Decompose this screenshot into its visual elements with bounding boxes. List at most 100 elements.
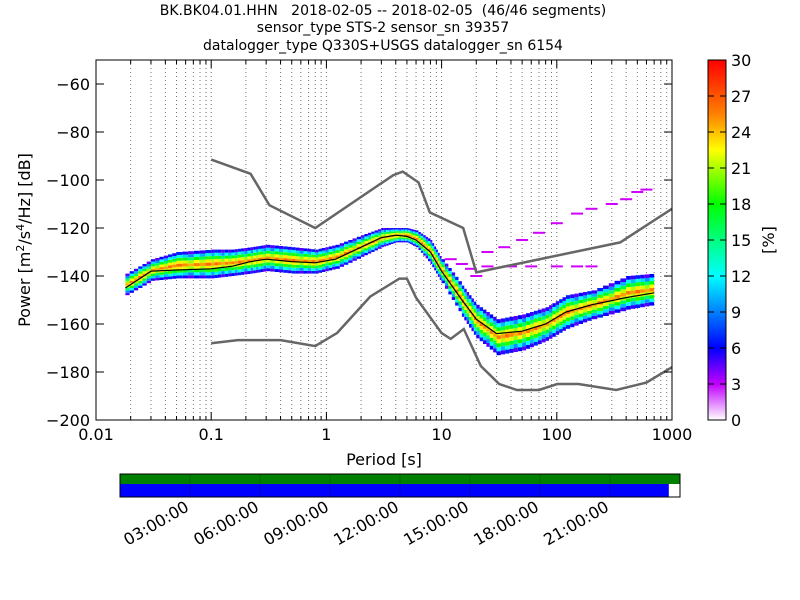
density-cell [291, 267, 296, 271]
density-cell [455, 276, 459, 280]
density-cell [489, 341, 494, 346]
density-cell [486, 327, 490, 332]
density-cell [469, 324, 472, 328]
density-cell [522, 338, 527, 343]
density-cell [299, 253, 304, 257]
density-cell [509, 328, 514, 333]
density-cell [348, 250, 353, 253]
density-cell [587, 310, 592, 315]
density-cell [241, 268, 245, 272]
density-cell [635, 275, 641, 279]
density-cell [587, 301, 592, 305]
density-cell [274, 245, 279, 249]
density-cell [224, 273, 229, 277]
density-cell [339, 256, 345, 259]
density-cell [635, 297, 641, 301]
density-cell [211, 275, 215, 279]
density-cell [587, 314, 592, 318]
density-cell [217, 271, 222, 275]
density-cell [155, 275, 160, 278]
outlier-cell [620, 198, 633, 201]
density-cell [574, 311, 579, 315]
density-cell [466, 299, 470, 303]
density-cell [291, 256, 296, 259]
density-cell [150, 278, 156, 281]
density-cell [318, 270, 322, 273]
density-cell [471, 305, 474, 310]
density-cell [413, 242, 415, 244]
density-cell [549, 327, 553, 332]
timeline-tick-label: 12:00:00 [330, 497, 402, 549]
density-cell [339, 243, 345, 246]
timeline-tick-label: 18:00:00 [470, 497, 542, 549]
density-cell [274, 269, 279, 272]
density-cell [299, 259, 304, 263]
density-cell [266, 250, 271, 254]
density-cell [608, 310, 615, 315]
density-cell [425, 248, 429, 252]
density-cell [315, 268, 319, 271]
density-cell [437, 271, 440, 275]
density-cell [423, 235, 426, 238]
density-cell [129, 285, 134, 288]
density-cell [321, 248, 326, 251]
density-cell [476, 304, 480, 309]
density-cell [464, 306, 467, 310]
density-cell [332, 250, 336, 254]
density-cell [274, 257, 279, 261]
density-cell [377, 244, 382, 247]
density-cell [401, 239, 404, 241]
density-cell [231, 267, 235, 271]
density-cell [441, 277, 445, 281]
density-cell [479, 310, 484, 315]
density-cell [469, 298, 472, 303]
density-cell [640, 296, 645, 300]
density-cell [413, 233, 415, 235]
density-cell [150, 268, 156, 272]
density-cell [295, 259, 300, 263]
density-cell [348, 255, 353, 258]
density-cell [458, 281, 462, 285]
density-cell [260, 251, 264, 255]
density-cell [168, 262, 173, 266]
density-cell [455, 296, 459, 300]
density-cell [434, 257, 437, 260]
density-cell [513, 324, 518, 328]
density-cell [562, 297, 566, 301]
density-cell [473, 301, 477, 306]
density-cell [413, 240, 415, 243]
density-cell [244, 262, 248, 266]
density-cell [260, 254, 264, 258]
density-cell [425, 256, 429, 259]
density-cell [545, 329, 550, 334]
density-cell [344, 249, 349, 252]
density-cell [555, 327, 560, 332]
density-cell [608, 300, 615, 304]
density-cell [458, 301, 462, 305]
density-cell [526, 329, 530, 333]
density-cell [448, 268, 452, 271]
density-cell [332, 248, 336, 251]
density-cell [287, 255, 292, 259]
density-cell [274, 254, 279, 258]
density-cell [260, 263, 264, 267]
density-cell [500, 318, 506, 323]
density-cell [448, 285, 452, 289]
density-cell [418, 248, 421, 250]
density-cell [325, 265, 329, 269]
density-cell [205, 262, 212, 266]
density-cell [418, 236, 421, 238]
density-cell [188, 260, 194, 264]
density-cell [142, 268, 147, 272]
density-cell [150, 273, 156, 276]
density-cell [458, 307, 462, 312]
density-cell [318, 254, 322, 257]
density-cell [614, 302, 621, 306]
density-cell [420, 235, 424, 238]
timeline-tick-label: 09:00:00 [260, 497, 332, 549]
density-cell [430, 258, 433, 262]
density-cell [335, 260, 340, 264]
density-cell [552, 303, 556, 307]
density-cell [386, 229, 389, 232]
density-cell [517, 335, 523, 340]
